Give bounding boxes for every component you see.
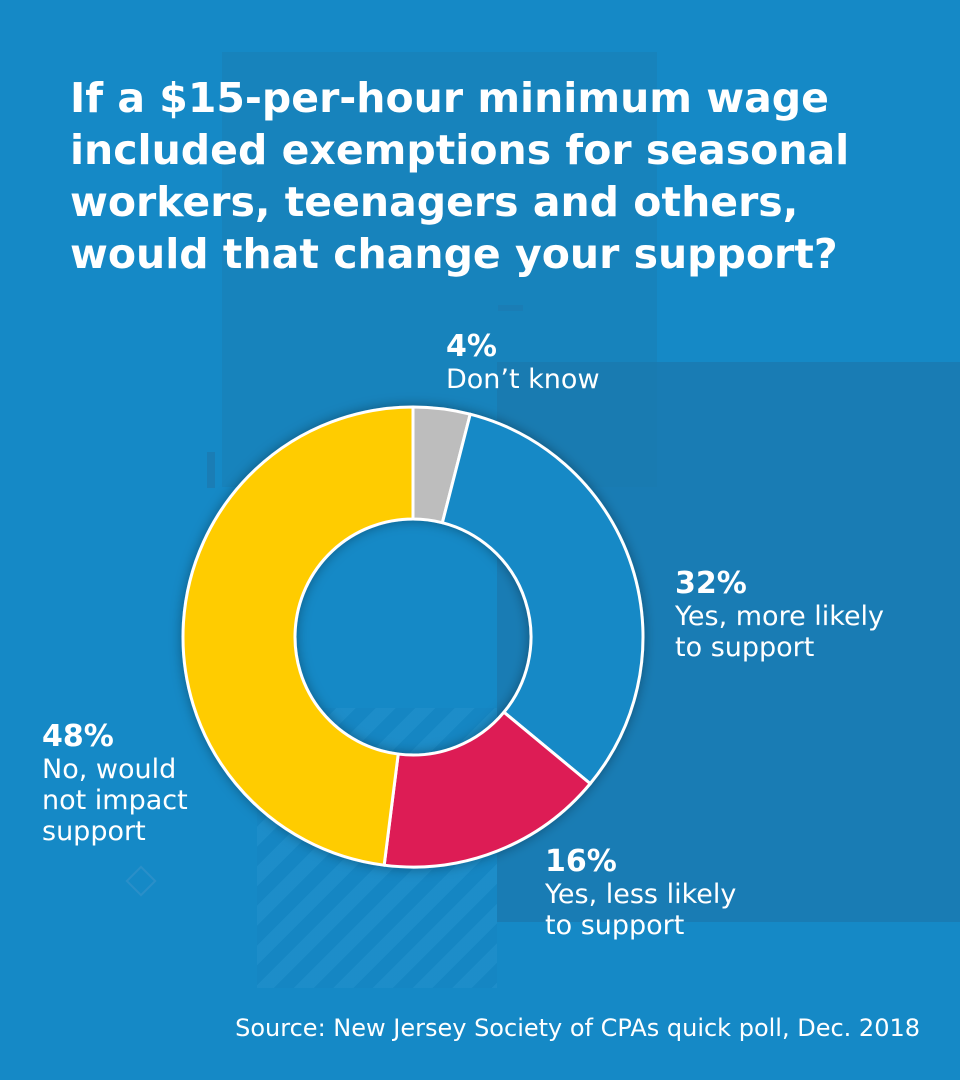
slice-label-no-impact: 48% No, would not impact support: [42, 719, 188, 848]
donut-slices: [181, 405, 645, 869]
chart-title: If a $15-per-hour minimum wage included …: [70, 74, 850, 278]
slice-name-no-impact-line3: support: [42, 816, 146, 847]
slice-name-more-likely-line1: Yes, more likely: [675, 601, 885, 632]
slice-value-no-impact: 48%: [42, 719, 114, 754]
slice-value-less-likely: 16%: [545, 844, 617, 879]
slice-value-more-likely: 32%: [675, 566, 747, 601]
slice-name-less-likely-line2: to support: [545, 910, 685, 941]
slice-no-impact: [181, 405, 415, 867]
slice-label-more-likely: 32% Yes, more likely to support: [675, 566, 885, 664]
slice-name-no-impact-line2: not impact: [42, 785, 188, 816]
background-bar: [498, 305, 523, 311]
slice-value-dont-know: 4%: [446, 329, 497, 364]
slice-less-likely: [382, 710, 592, 869]
slice-name-less-likely-line1: Yes, less likely: [545, 879, 737, 910]
source-note: Source: New Jersey Society of CPAs quick…: [235, 1014, 920, 1042]
background-bar: [207, 452, 215, 488]
slice-name-dont-know: Don’t know: [446, 364, 600, 395]
slice-label-dont-know: 4% Don’t know: [446, 329, 600, 396]
slice-name-no-impact-line1: No, would: [42, 754, 177, 785]
slice-name-more-likely-line2: to support: [675, 632, 815, 663]
slice-more-likely: [440, 412, 645, 786]
slice-label-less-likely: 16% Yes, less likely to support: [545, 844, 737, 942]
